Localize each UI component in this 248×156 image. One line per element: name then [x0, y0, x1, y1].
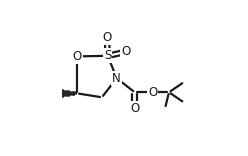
Text: O: O	[121, 45, 130, 58]
Text: N: N	[112, 72, 121, 85]
Text: S: S	[104, 49, 111, 62]
Text: O: O	[148, 86, 157, 99]
Text: O: O	[73, 50, 82, 63]
Text: O: O	[102, 31, 112, 44]
Text: O: O	[130, 102, 139, 115]
